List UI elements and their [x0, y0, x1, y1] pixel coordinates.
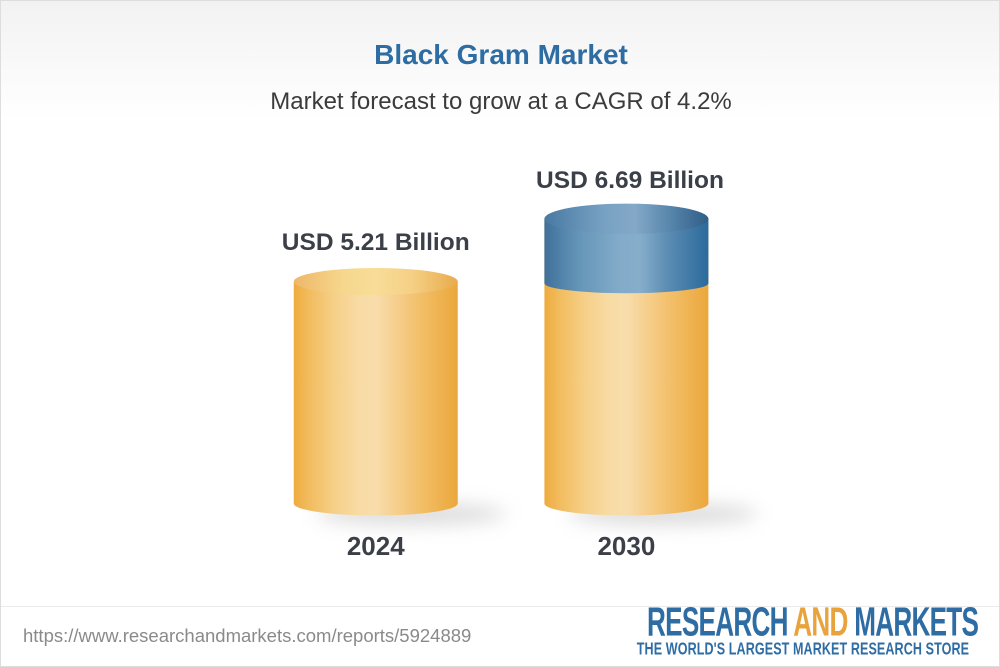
svg-text:USD 5.21 Billion: USD 5.21 Billion [282, 229, 470, 256]
svg-text:USD 6.69 Billion: USD 6.69 Billion [536, 167, 724, 194]
svg-text:2024: 2024 [347, 531, 405, 561]
svg-text:2030: 2030 [597, 531, 655, 561]
